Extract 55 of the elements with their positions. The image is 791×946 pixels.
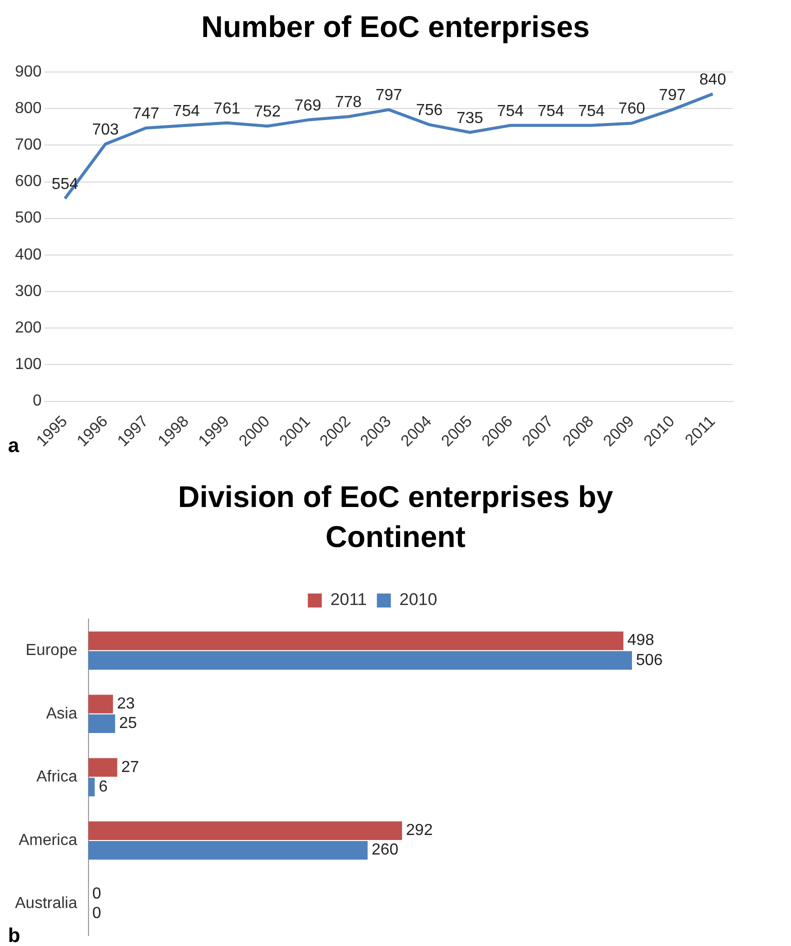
bar xyxy=(88,714,116,734)
y-tick-label: 800 xyxy=(14,100,42,117)
bar xyxy=(88,821,402,840)
data-label: 0 xyxy=(92,885,102,902)
y-tick-label: 500 xyxy=(14,210,42,227)
y-tick-label: Africa xyxy=(36,768,78,786)
text: b xyxy=(8,925,20,946)
chart-title: Division of EoC enterprises by Continent xyxy=(176,480,614,556)
y-tick-label: 900 xyxy=(14,63,42,80)
bar xyxy=(88,758,118,777)
data-label: 747 xyxy=(132,105,160,122)
y-tick-label: 0 xyxy=(32,392,42,410)
data-label: 754 xyxy=(537,102,564,120)
data-label: 292 xyxy=(406,822,433,840)
data-label: 752 xyxy=(254,104,281,121)
bar xyxy=(88,840,368,860)
data-label: 27 xyxy=(121,758,140,776)
data-label: 0 xyxy=(92,904,102,922)
data-label: 761 xyxy=(214,100,240,118)
y-tick-label: 400 xyxy=(14,246,42,264)
y-tick-label: 100 xyxy=(14,356,42,374)
data-label: 23 xyxy=(116,696,135,713)
text: a xyxy=(8,435,20,458)
data-label: 760 xyxy=(618,100,646,118)
data-label: 769 xyxy=(294,97,322,114)
y-tick-label: Europe xyxy=(26,642,78,660)
data-label: 797 xyxy=(375,87,402,104)
data-label: 840 xyxy=(699,71,726,88)
bar xyxy=(88,632,624,650)
y-tick-label: Asia xyxy=(46,705,78,722)
y-tick-label: 300 xyxy=(14,282,42,300)
y-tick-label: Australia xyxy=(15,895,78,912)
data-label: 754 xyxy=(173,102,200,120)
data-label: 506 xyxy=(636,652,663,669)
data-label: 260 xyxy=(372,842,398,859)
data-label: 735 xyxy=(456,110,484,127)
y-tick-label: America xyxy=(18,832,78,849)
data-label: 754 xyxy=(496,102,524,120)
legend-label: 2010 xyxy=(399,590,438,610)
chart-title: Number of EoC enterprises xyxy=(200,10,591,46)
y-tick-label: 200 xyxy=(14,319,42,336)
data-label: 778 xyxy=(335,94,362,112)
bar xyxy=(88,778,95,796)
data-label: 6 xyxy=(98,778,108,796)
data-label: 756 xyxy=(416,102,443,120)
data-label: 498 xyxy=(627,632,654,650)
y-tick-label: 600 xyxy=(14,173,42,190)
y-tick-label: 700 xyxy=(14,136,42,154)
data-label: 703 xyxy=(92,121,119,138)
data-label: 797 xyxy=(658,87,686,104)
data-label: 754 xyxy=(578,102,605,120)
bar xyxy=(88,651,632,670)
data-label: 25 xyxy=(119,715,138,732)
bar xyxy=(88,694,113,714)
legend-label: 2011 xyxy=(330,590,367,610)
